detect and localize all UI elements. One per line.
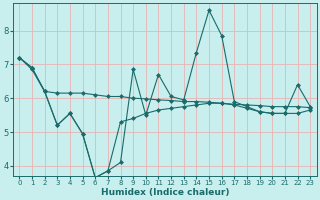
- X-axis label: Humidex (Indice chaleur): Humidex (Indice chaleur): [100, 188, 229, 197]
